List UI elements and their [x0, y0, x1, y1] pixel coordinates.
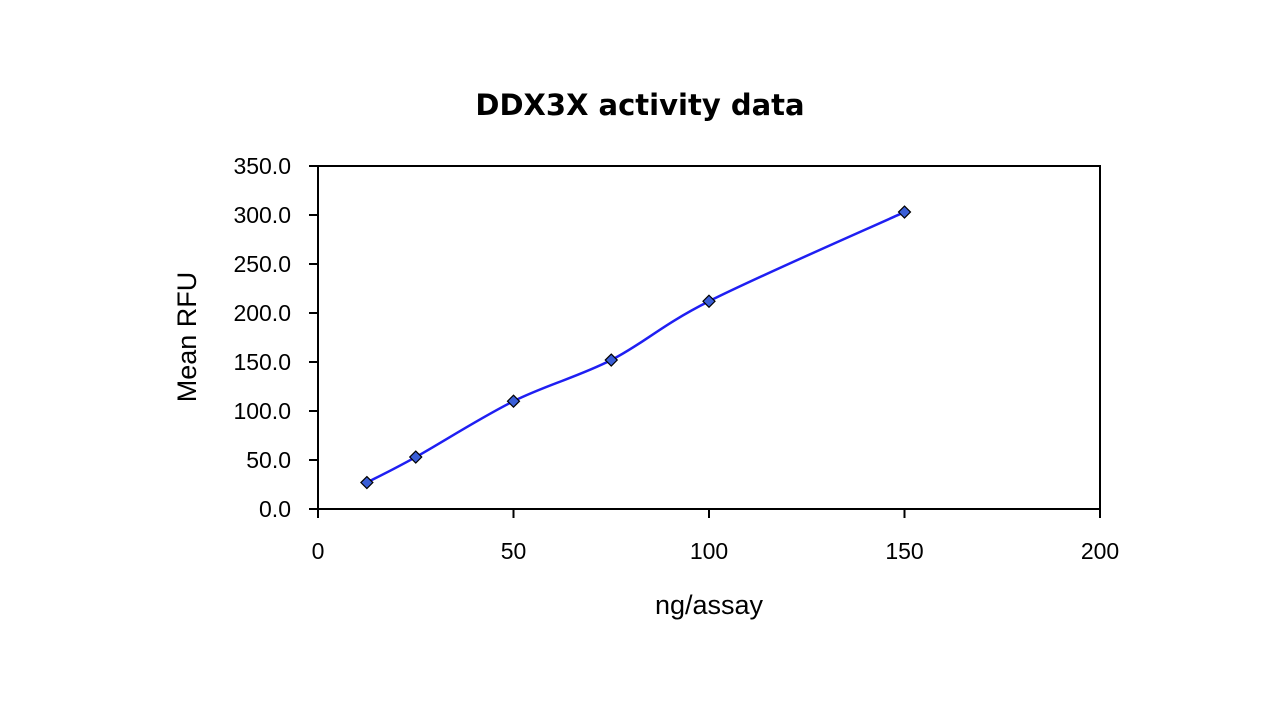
x-tick-label: 0 [312, 538, 325, 564]
x-tick-label: 100 [690, 538, 728, 564]
x-tick-label: 50 [501, 538, 527, 564]
data-point [604, 353, 619, 367]
y-tick-label: 150.0 [233, 349, 291, 375]
y-tick-label: 350.0 [233, 153, 291, 179]
y-tick-label: 100.0 [233, 398, 291, 424]
y-tick-label: 250.0 [233, 251, 291, 277]
x-tick-label: 150 [885, 538, 923, 564]
y-axis-label: Mean RFU [172, 272, 202, 403]
y-tick-label: 300.0 [233, 202, 291, 228]
y-tick-label: 0.0 [259, 496, 291, 522]
y-tick-label: 50.0 [246, 447, 291, 473]
y-axis: 0.0 50.0 100.0 150.0 200.0 250.0 300.0 350.0 [233, 153, 318, 522]
x-tick-label: 200 [1081, 538, 1119, 564]
plot-area [317, 165, 1101, 510]
x-axis: 0 50 100 150 200 [312, 509, 1119, 564]
data-point [897, 205, 912, 219]
series-points [360, 205, 912, 490]
y-tick-label: 200.0 [233, 300, 291, 326]
data-point [360, 475, 374, 490]
chart-title: DDX3X activity data [475, 88, 804, 122]
data-point [506, 394, 521, 409]
data-point [702, 294, 716, 309]
data-point [408, 450, 423, 464]
x-axis-label: ng/assay [655, 590, 764, 620]
